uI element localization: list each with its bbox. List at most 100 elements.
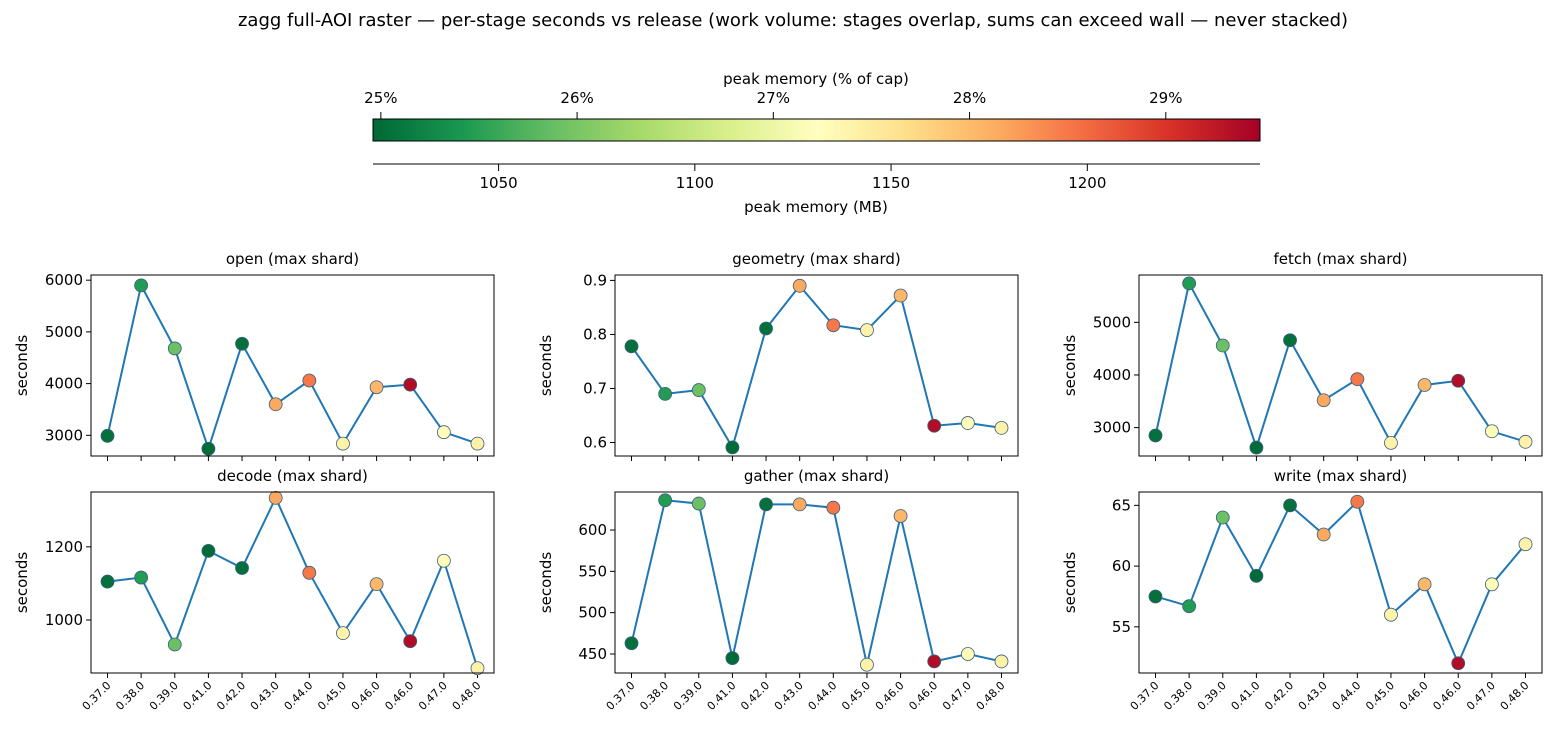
x-tick-label: 0.38.0 [637,679,671,713]
y-tick-label: 4000 [45,375,83,393]
axes-frame [1138,491,1543,674]
data-point [927,654,942,669]
panel-fetch: fetch (max shard) seconds 3000 4000 5000 [1061,250,1543,461]
colorbar-top-label: peak memory (% of cap) [723,70,909,88]
y-axis-label: seconds [1061,552,1079,613]
y-tick-label: 1000 [45,611,83,629]
colorbar-gradient [372,118,1261,142]
x-tick-label: 0.46.0 [1397,679,1431,713]
x-tick-label: 0.41.0 [705,679,739,713]
colorbar-ticks: 25% 26% 27% 28% 29% 1050 1100 1150 1200 [364,89,1182,192]
x-tick-label: 0.46.0 [1430,679,1464,713]
data-point [893,509,908,523]
data-point [134,278,149,293]
data-point [927,418,942,433]
data-point [436,553,451,568]
data-point [1451,656,1466,671]
data-point [691,383,706,397]
figure-title: zagg full-AOI raster — per-stage seconds… [238,10,1348,31]
panel-title: open (max shard) [226,250,359,268]
panel-open: open (max shard) seconds 3000 4000 5000 6000 [13,250,495,461]
data-point [167,637,182,652]
y-tick-label: 3000 [45,426,83,444]
x-tick-label: 0.44.0 [805,679,839,713]
data-point [1316,393,1331,408]
panel-title: fetch (max shard) [1273,250,1407,268]
x-tick-label: 0.38.0 [1161,679,1195,713]
y-tick-label: 1200 [45,538,83,556]
y-tick-label: 0.7 [583,379,607,397]
data-point [725,440,740,455]
data-point [792,278,807,293]
x-tick-label: 0.46.0 [873,679,907,713]
data-point [1148,428,1163,443]
panel-gather: gather (max shard) seconds 450 500 550 600 0.3… [537,467,1019,713]
y-tick-label: 450 [578,645,607,663]
data-point [235,561,249,575]
data-point [624,339,639,354]
series-line [630,499,1002,665]
data-point [1417,577,1432,592]
x-tick-label: 0.46.0 [906,679,940,713]
data-point [658,386,673,401]
x-tick-label: 0.47.0 [1464,679,1498,713]
data-point [994,654,1009,669]
data-point [725,651,740,666]
data-point [1451,373,1466,388]
data-point [470,661,485,676]
data-point [658,493,673,508]
x-tick-label: 0.43.0 [772,679,806,713]
x-tick-label: 0.41.0 [181,679,215,713]
data-point [960,647,975,661]
data-point [860,657,874,672]
series-line [1154,280,1526,451]
y-axis-label: seconds [1061,335,1079,396]
panel-write: write (max shard) seconds 55 60 65 0.37.0 0.38… [1061,467,1543,713]
data-point [1350,372,1365,387]
colorbar-bottom-tick-label: 1200 [1068,174,1106,192]
data-point [403,377,418,392]
data-point [1384,435,1398,450]
data-point [1518,434,1533,449]
x-tick-label: 0.42.0 [1262,679,1296,713]
data-point [1384,607,1398,622]
data-point [1350,494,1365,509]
data-point [1316,527,1331,542]
data-point [1249,440,1264,455]
y-tick-label: 550 [578,562,607,580]
x-tick-label: 0.37.0 [1128,679,1162,713]
x-tick-label: 0.47.0 [940,679,974,713]
panel-title: write (max shard) [1274,467,1408,485]
x-tick-label: 0.48.0 [974,679,1008,713]
data-point [1215,338,1230,353]
colorbar-top-tick-label: 25% [364,89,397,107]
y-tick-label: 600 [578,521,607,539]
y-axis-label: seconds [13,552,31,613]
y-axis-label: seconds [537,552,555,613]
colorbar-bottom-tick-label: 1100 [676,174,714,192]
data-point [336,626,350,641]
data-point [436,425,451,440]
data-point [759,321,773,336]
data-point [336,436,350,451]
x-tick-label: 0.45.0 [839,679,873,713]
data-point [100,574,115,589]
series-line [107,495,479,669]
data-point [1215,510,1230,525]
x-tick-label: 0.39.0 [147,679,181,713]
colorbar: peak memory (% of cap) peak memory (MB) … [364,70,1261,216]
y-tick-label: 55 [1112,618,1131,636]
panel-title: decode (max shard) [217,467,368,485]
data-point [134,570,149,585]
data-point [994,421,1009,435]
axes-frame [614,274,1019,457]
x-tick-label: 0.45.0 [1363,679,1397,713]
y-tick-label: 4000 [1093,366,1131,384]
x-tick-label: 0.39.0 [1195,679,1229,713]
data-point [268,397,283,412]
x-tick-label: 0.44.0 [281,679,315,713]
data-point [826,500,841,515]
y-tick-label: 60 [1112,557,1131,575]
data-point [167,341,182,356]
